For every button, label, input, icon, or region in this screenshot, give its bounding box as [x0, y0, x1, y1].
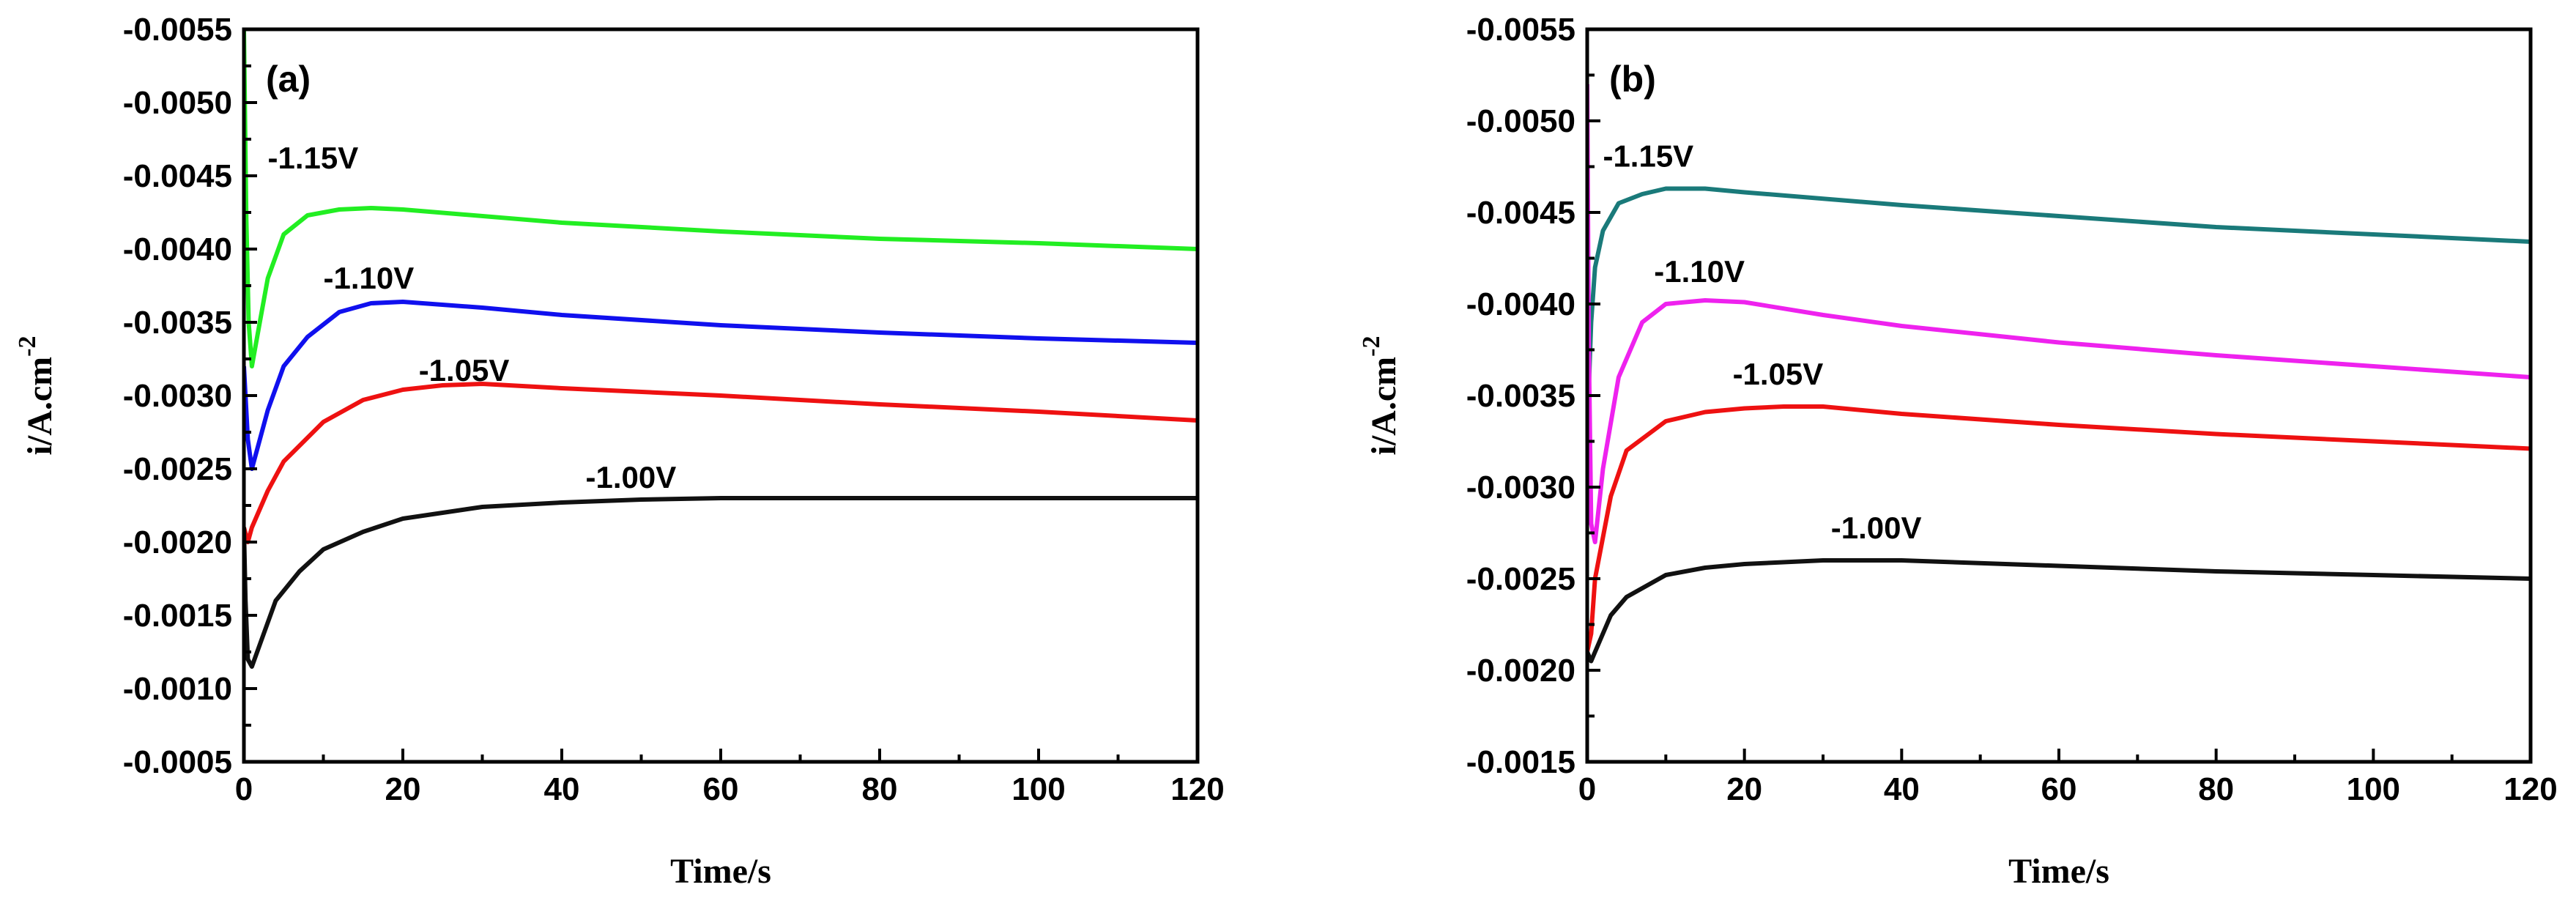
x-tick-label: 60 [2041, 771, 2077, 807]
y-tick-label: -0.0055 [1466, 12, 1575, 48]
curve-label: -1.10V [324, 261, 415, 295]
x-tick-label: 20 [385, 771, 421, 807]
y-tick-label: -0.0040 [123, 231, 232, 267]
x-tick-label: 120 [2503, 771, 2557, 807]
x-tick-label: 100 [2347, 771, 2400, 807]
curve-label: -1.10V [1654, 254, 1745, 289]
curve-label: -1.05V [1733, 357, 1824, 391]
y-tick-label: -0.0030 [1466, 470, 1575, 505]
x-tick-label: 60 [703, 771, 739, 807]
x-axis-title: Time/s [2008, 852, 2109, 891]
y-tick-label: -0.0050 [1466, 103, 1575, 139]
y-axis-title-main: i/A.cm [1365, 357, 1403, 456]
y-axis-title: i/A.cm-2 [14, 336, 59, 456]
y-tick-label: -0.0030 [123, 378, 232, 414]
curve-label: -1.15V [1603, 139, 1693, 174]
y-tick-label: -0.0035 [123, 305, 232, 341]
series-line-100V-v [244, 496, 1198, 669]
y-tick-label: -0.0045 [123, 158, 232, 194]
y-tick-label: -0.0010 [123, 671, 232, 707]
x-tick-label: 80 [862, 771, 898, 807]
y-axis-title-superscript: -2 [1358, 336, 1385, 357]
curve-label: -1.05V [419, 353, 510, 388]
x-tick-label: 80 [2198, 771, 2234, 807]
curve-label: -1.15V [268, 141, 359, 175]
y-tick-label: -0.0035 [1466, 378, 1575, 414]
curve-label: -1.00V [1831, 511, 1922, 545]
y-tick-label: -0.0025 [1466, 561, 1575, 597]
x-tick-label: 40 [1884, 771, 1920, 807]
y-tick-label: -0.0040 [1466, 286, 1575, 322]
series-line-105V-v [1587, 404, 2531, 653]
x-axis-title: Time/s [670, 852, 771, 891]
chart-panel-a: 0 20 40 60 80 100 120 -0.0005 -0.0010 -0.0015 -0.0… [14, 12, 1225, 891]
panel-label: (a) [266, 59, 311, 100]
x-tick-label: 100 [1012, 771, 1065, 807]
y-tick-label: -0.0055 [123, 12, 232, 48]
y-tick-label: -0.0020 [1466, 653, 1575, 689]
series-line-115V-v [1587, 186, 2531, 433]
y-tick-label: -0.0025 [123, 451, 232, 487]
y-tick-label: -0.0020 [123, 524, 232, 560]
y-tick-label: -0.0015 [1466, 744, 1575, 780]
chart-panel-b: 0 20 40 60 80 100 120 -0.0015 -0.0020 -0.0025 -0.0… [1358, 12, 2558, 891]
y-axis-title-main: i/A.cm [21, 357, 59, 456]
y-tick-label: -0.0045 [1466, 195, 1575, 231]
series-group [244, 29, 1198, 669]
curve-label: -1.00V [586, 460, 677, 494]
y-tick-label: -0.0005 [123, 744, 232, 780]
x-tick-label: 0 [1578, 771, 1596, 807]
x-tick-label: 40 [544, 771, 580, 807]
series-line-100V-v [1587, 558, 2531, 664]
x-tick-label: 20 [1726, 771, 1762, 807]
y-axis-title: i/A.cm-2 [1358, 336, 1403, 456]
panel-label: (b) [1609, 59, 1656, 100]
series-line-105V-v [244, 382, 1198, 544]
y-axis-title-superscript: -2 [14, 336, 41, 357]
series-line-110V-v [244, 300, 1198, 471]
series-line-115V-v [244, 29, 1198, 368]
x-tick-label: 0 [235, 771, 253, 807]
x-tick-label: 120 [1170, 771, 1224, 807]
y-tick-label: -0.0015 [123, 598, 232, 634]
y-tick-label: -0.0050 [123, 85, 232, 121]
